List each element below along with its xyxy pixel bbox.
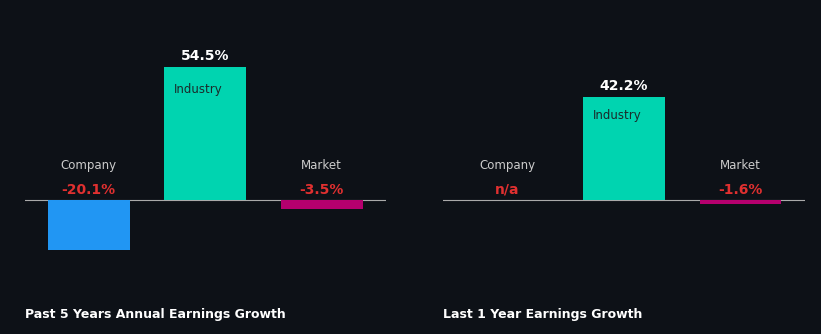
Text: Past 5 Years Annual Earnings Growth: Past 5 Years Annual Earnings Growth xyxy=(25,308,286,321)
Text: Last 1 Year Earnings Growth: Last 1 Year Earnings Growth xyxy=(443,308,643,321)
Bar xyxy=(48,200,130,249)
Text: n/a: n/a xyxy=(495,183,520,197)
Text: -3.5%: -3.5% xyxy=(300,183,344,197)
Bar xyxy=(583,97,665,200)
Text: -1.6%: -1.6% xyxy=(718,183,763,197)
Text: 54.5%: 54.5% xyxy=(181,49,230,63)
Text: Industry: Industry xyxy=(174,82,222,96)
Text: Market: Market xyxy=(301,159,342,172)
Text: Industry: Industry xyxy=(593,109,641,122)
Bar xyxy=(281,200,363,209)
Text: Company: Company xyxy=(61,159,117,172)
Text: Market: Market xyxy=(720,159,761,172)
Text: -20.1%: -20.1% xyxy=(62,183,116,197)
Text: 42.2%: 42.2% xyxy=(599,79,649,93)
Bar xyxy=(164,66,246,200)
Text: Company: Company xyxy=(479,159,535,172)
Bar xyxy=(699,200,782,204)
